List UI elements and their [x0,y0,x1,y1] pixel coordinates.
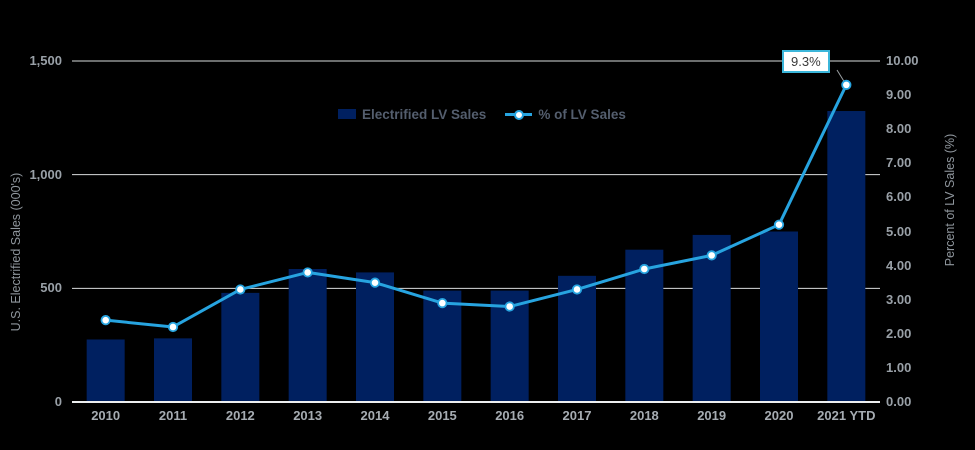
right-tick-9.00: 9.00 [886,87,912,103]
bar-2019[interactable] [692,234,731,402]
x-label-2017: 2017 [562,408,592,423]
bar-2013[interactable] [288,269,327,402]
bar-2012[interactable] [221,292,260,402]
marker-2013[interactable] [302,267,313,278]
left-tick-0: 0 [54,394,62,409]
x-label-2014: 2014 [360,408,390,423]
right-axis-title: Percent of LV Sales (%) [943,133,957,267]
x-label-2013: 2013 [293,408,323,423]
data-label-callout: 9.3% [782,50,830,73]
legend-label-bar-series: Electrified LV Sales [362,106,487,122]
bar-2020[interactable] [760,231,798,403]
left-tick-1,000: 1,000 [29,166,62,182]
left-axis-title: U.S. Electrified Sales (000's) [9,172,23,332]
right-tick-1.00: 1.00 [886,359,912,375]
x-label-2011: 2011 [158,408,188,423]
right-tick-6.00: 6.00 [886,189,912,205]
x-label-2020: 2020 [764,408,794,423]
marker-2014[interactable] [369,277,381,288]
callout-leader-line [836,69,845,83]
marker-2012[interactable] [235,284,246,295]
right-tick-10.00: 10.00 [886,53,919,68]
bar-2011[interactable] [154,338,192,402]
right-tick-4.00: 4.00 [886,257,912,273]
right-tick-7.00: 7.00 [886,155,912,171]
marker-2020[interactable] [773,219,785,230]
marker-2018[interactable] [639,263,650,275]
marker-2019[interactable] [706,250,717,261]
x-label-2019: 2019 [697,408,727,423]
bar-2017[interactable] [558,275,596,402]
x-label-2018: 2018 [629,408,659,423]
bar-2021 YTD[interactable] [827,111,866,402]
bar-2018[interactable] [625,249,664,402]
left-tick-500: 500 [40,280,62,296]
line-series-sample [505,109,533,120]
line-percent-of-lv-sales[interactable] [104,83,848,329]
right-tick-0.00: 0.00 [886,394,912,409]
bar-2010[interactable] [86,339,125,402]
legend: Electrified LV Sales % of LV Sales [338,104,626,124]
legend-item-percent-of-lv-sales[interactable]: % of LV Sales [505,107,626,122]
x-label-2010: 2010 [91,408,121,423]
x-label-2021 YTD: 2021 YTD [817,408,876,423]
bar-series-swatch [338,109,356,119]
legend-label-line-series: % of LV Sales [538,106,626,122]
legend-item-electrified-lv-sales[interactable]: Electrified LV Sales [338,107,486,122]
marker-2016[interactable] [504,301,515,312]
bar-2015[interactable] [423,290,462,402]
right-tick-3.00: 3.00 [886,291,912,307]
x-label-2012: 2012 [225,408,255,423]
marker-2017[interactable] [571,284,583,295]
marker-2015[interactable] [437,298,448,309]
right-tick-5.00: 5.00 [886,223,912,239]
x-label-2016: 2016 [495,408,525,423]
right-tick-2.00: 2.00 [886,325,912,341]
x-label-2015: 2015 [427,408,457,423]
line-series-marker-icon [514,109,525,120]
marker-2021 YTD[interactable] [841,79,852,90]
marker-2010[interactable] [100,315,111,326]
left-tick-1,500: 1,500 [29,53,62,68]
bar-2014[interactable] [356,272,394,402]
right-tick-8.00: 8.00 [886,121,912,137]
marker-2011[interactable] [167,321,179,333]
